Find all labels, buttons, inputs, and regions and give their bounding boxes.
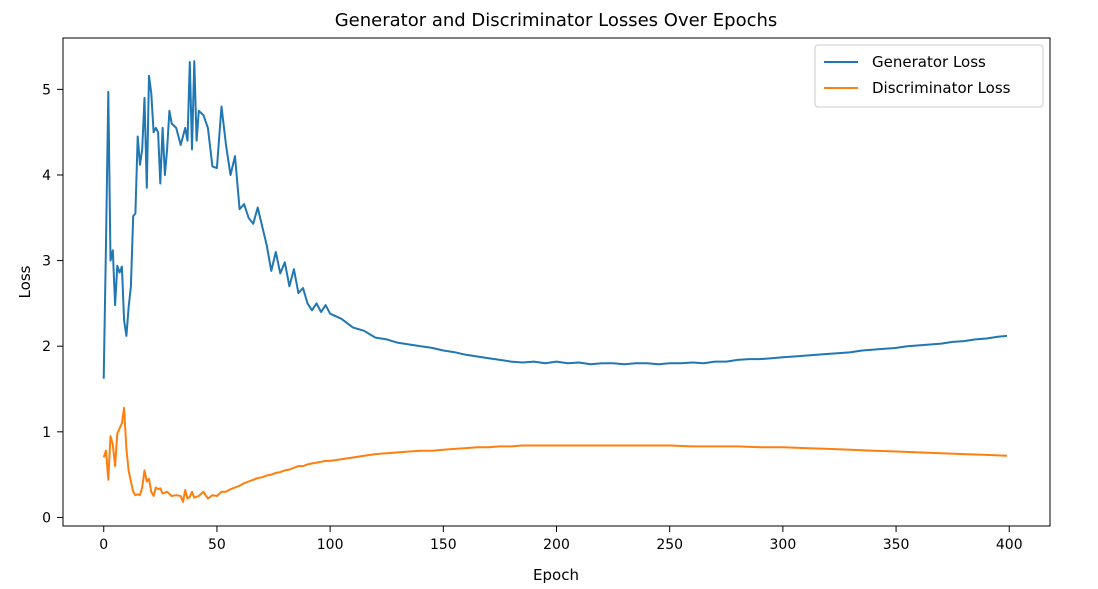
x-tick-label: 350 [883,537,910,553]
x-tick-label: 250 [656,537,683,553]
y-tick-label: 5 [42,82,51,98]
y-tick-label: 4 [42,168,51,184]
legend-box [814,44,1044,108]
x-axis-label: Epoch [533,566,579,584]
x-tick-label: 400 [996,537,1023,553]
plot-frame [62,37,1051,527]
y-tick-label: 1 [42,425,51,441]
x-tick-label: 0 [99,537,108,553]
series-line-0 [102,60,1008,379]
x-tick-label: 100 [317,537,344,553]
chart-title: Generator and Discriminator Losses Over … [335,10,778,31]
legend-label-generator: Generator Loss [872,53,986,71]
x-tick-label: 200 [543,537,570,553]
y-tick-label: 3 [42,254,51,270]
x-tick-label: 300 [770,537,797,553]
series-line-1 [102,406,1008,503]
legend: Generator Loss Discriminator Loss [814,44,1044,108]
y-axis: 0 1 2 3 4 5 [42,82,63,526]
series-group [102,60,1008,503]
x-tick-label: 50 [208,537,226,553]
y-tick-label: 2 [42,339,51,355]
y-axis-label: Loss [16,265,34,298]
x-axis: 0 50 100 150 200 250 300 350 400 [99,526,1023,553]
y-tick-label: 0 [42,510,51,526]
legend-label-discriminator: Discriminator Loss [872,79,1011,97]
x-tick-label: 150 [430,537,457,553]
